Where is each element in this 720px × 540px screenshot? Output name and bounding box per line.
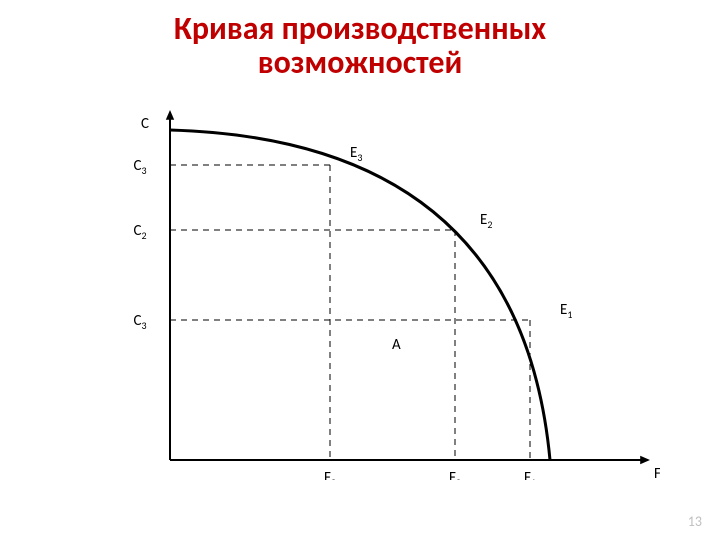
x-axis-label: F: [654, 465, 660, 480]
ppf-curve: [170, 130, 550, 460]
label-C3: C3: [133, 157, 146, 177]
ppf-svg: C F C3 C2 C3 F3 F2 F1 E3 E2 E1 A: [120, 110, 660, 480]
ppf-chart: C F C3 C2 C3 F3 F2 F1 E3 E2 E1 A: [120, 110, 660, 480]
label-C1: C3: [133, 312, 146, 332]
label-E1: E1: [560, 301, 572, 321]
axis-arrow: [166, 110, 174, 120]
label-E3: E3: [350, 144, 362, 164]
label-C2: C2: [133, 222, 146, 242]
chart-title: Кривая производственных возможностей: [0, 12, 720, 79]
y-axis-label: C: [141, 115, 149, 133]
title-line2: возможностей: [0, 46, 720, 80]
axis-arrow: [640, 456, 650, 464]
title-line1: Кривая производственных: [0, 12, 720, 46]
page-number: 13: [688, 513, 702, 530]
label-A: A: [392, 336, 401, 354]
label-F1: F1: [524, 469, 536, 480]
label-F2: F2: [449, 469, 461, 480]
label-F3: F3: [324, 469, 336, 480]
label-E2: E2: [480, 211, 492, 231]
